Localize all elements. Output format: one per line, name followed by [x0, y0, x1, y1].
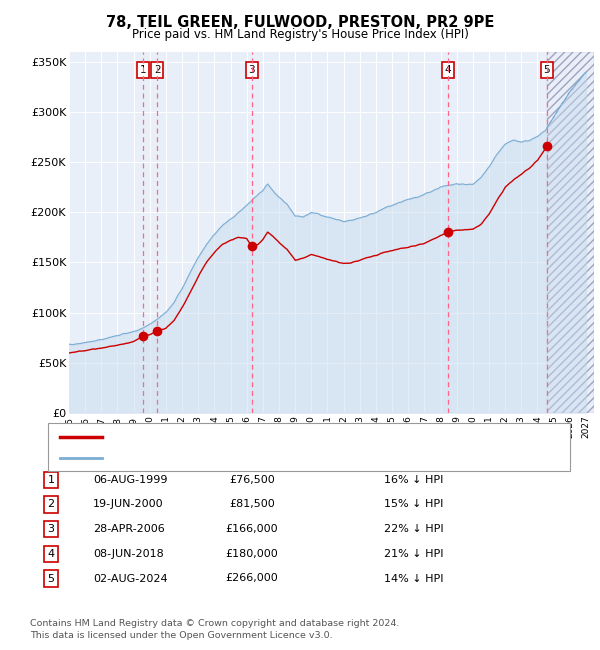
- Text: £166,000: £166,000: [226, 524, 278, 534]
- Text: 06-AUG-1999: 06-AUG-1999: [93, 474, 167, 485]
- Text: 3: 3: [47, 524, 55, 534]
- Text: 14% ↓ HPI: 14% ↓ HPI: [384, 573, 443, 584]
- Text: 2: 2: [47, 499, 55, 510]
- Text: 5: 5: [544, 65, 550, 75]
- Text: £76,500: £76,500: [229, 474, 275, 485]
- Text: 78, TEIL GREEN, FULWOOD, PRESTON, PR2 9PE: 78, TEIL GREEN, FULWOOD, PRESTON, PR2 9P…: [106, 15, 494, 31]
- Text: 19-JUN-2000: 19-JUN-2000: [93, 499, 164, 510]
- Text: HPI: Average price, detached house, Preston: HPI: Average price, detached house, Pres…: [108, 452, 340, 463]
- Text: Price paid vs. HM Land Registry's House Price Index (HPI): Price paid vs. HM Land Registry's House …: [131, 28, 469, 41]
- Text: This data is licensed under the Open Government Licence v3.0.: This data is licensed under the Open Gov…: [30, 631, 332, 640]
- Text: £180,000: £180,000: [226, 549, 278, 559]
- Text: 02-AUG-2024: 02-AUG-2024: [93, 573, 167, 584]
- Text: 4: 4: [445, 65, 451, 75]
- Text: 5: 5: [47, 573, 55, 584]
- Text: 1: 1: [47, 474, 55, 485]
- Text: 78, TEIL GREEN, FULWOOD, PRESTON, PR2 9PE (detached house): 78, TEIL GREEN, FULWOOD, PRESTON, PR2 9P…: [108, 432, 448, 442]
- Text: 15% ↓ HPI: 15% ↓ HPI: [384, 499, 443, 510]
- Text: 2: 2: [154, 65, 161, 75]
- Text: 3: 3: [248, 65, 255, 75]
- Text: 28-APR-2006: 28-APR-2006: [93, 524, 165, 534]
- Text: 21% ↓ HPI: 21% ↓ HPI: [384, 549, 443, 559]
- Text: 16% ↓ HPI: 16% ↓ HPI: [384, 474, 443, 485]
- Text: 08-JUN-2018: 08-JUN-2018: [93, 549, 164, 559]
- Text: Contains HM Land Registry data © Crown copyright and database right 2024.: Contains HM Land Registry data © Crown c…: [30, 619, 400, 629]
- Text: £266,000: £266,000: [226, 573, 278, 584]
- Text: 4: 4: [47, 549, 55, 559]
- Text: 1: 1: [140, 65, 146, 75]
- Text: 22% ↓ HPI: 22% ↓ HPI: [384, 524, 443, 534]
- Text: £81,500: £81,500: [229, 499, 275, 510]
